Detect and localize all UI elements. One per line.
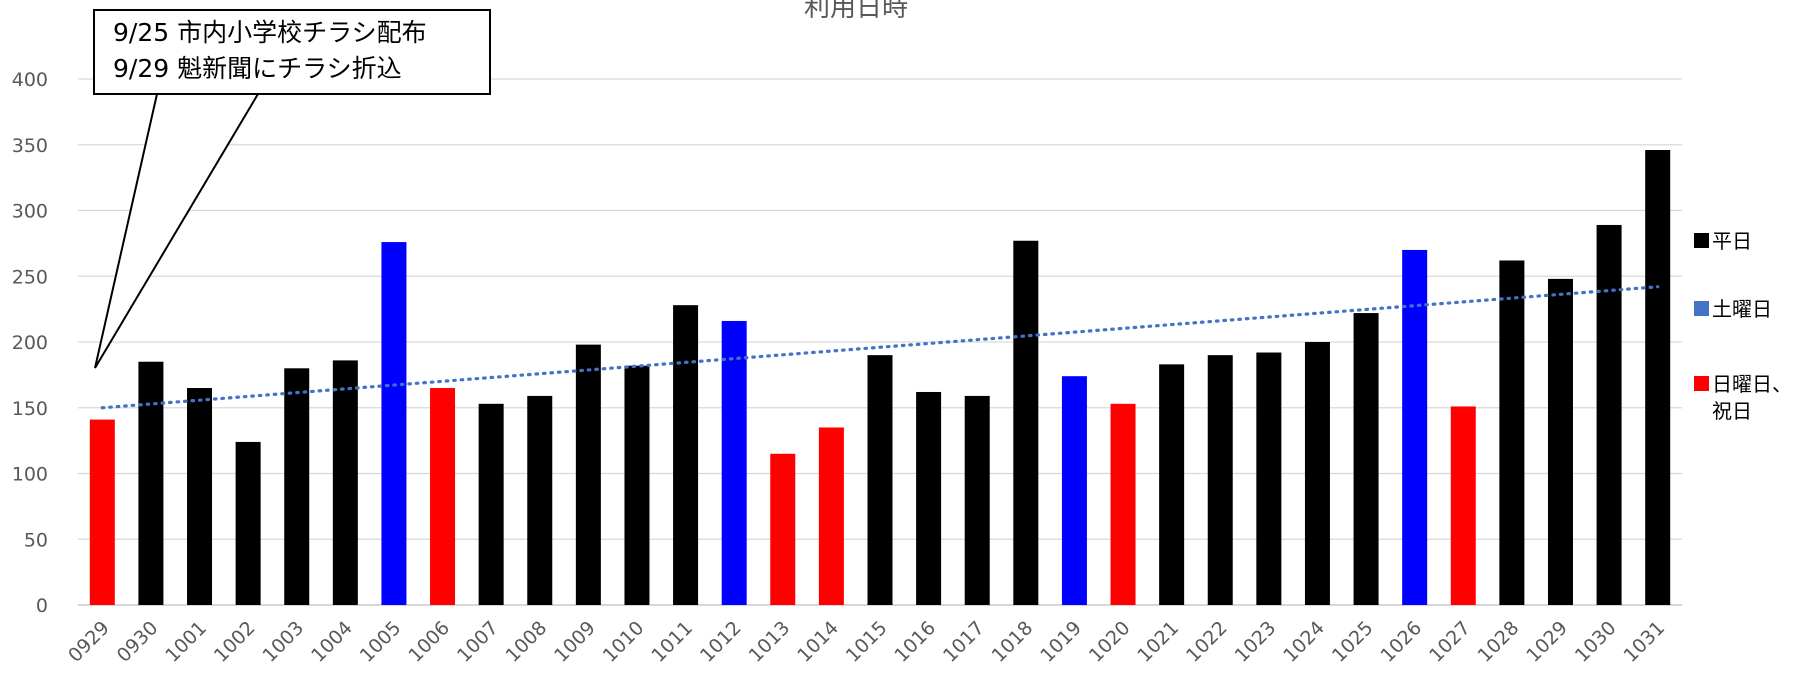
- bar-1019: [1061, 376, 1087, 605]
- annotation-line-1: 9/25 市内小学校チラシ配布: [113, 18, 427, 47]
- trendline-layer: [100, 285, 1660, 410]
- x-tick-label: 1031: [1619, 617, 1669, 667]
- chart-title: 利用日時: [804, 0, 908, 23]
- x-tick-label: 1005: [356, 617, 406, 667]
- bar-1005: [381, 242, 407, 605]
- bar-1021: [1159, 364, 1185, 605]
- annotation-pointer-shape: [94, 93, 260, 369]
- bar-1001: [187, 388, 213, 605]
- trendline: [100, 285, 1660, 410]
- y-tick-label: 200: [12, 332, 48, 354]
- x-tick-label: 0930: [113, 617, 163, 667]
- x-tick-label: 1026: [1376, 617, 1426, 667]
- y-tick-label: 400: [12, 69, 48, 91]
- bar-1003: [284, 368, 310, 605]
- x-tick-label: 1027: [1425, 617, 1475, 667]
- bar-1002: [235, 441, 261, 605]
- legend-swatch-holiday: [1694, 376, 1709, 391]
- x-tick-label: 1004: [307, 617, 357, 667]
- bar-1025: [1353, 313, 1379, 605]
- legend-item-saturday: 土曜日: [1694, 296, 1798, 323]
- x-tick-label: 1002: [210, 617, 260, 667]
- legend-swatch-saturday: [1694, 301, 1709, 316]
- bar-1008: [527, 395, 553, 605]
- bar-1028: [1499, 260, 1525, 605]
- bar-1022: [1207, 355, 1233, 605]
- y-axis-ticks: 0 50 100 150 200 250 300 350 400: [12, 69, 48, 617]
- x-tick-label: 1017: [939, 617, 989, 667]
- bar-1020: [1110, 403, 1136, 605]
- bar-1007: [478, 403, 504, 605]
- legend-item-holiday: 日曜日、祝日: [1694, 371, 1798, 425]
- legend-swatch-weekday: [1694, 233, 1709, 248]
- x-tick-label: 1030: [1571, 617, 1621, 667]
- x-tick-label: 1018: [988, 617, 1038, 667]
- bar-1013: [770, 453, 796, 605]
- y-tick-label: 250: [12, 266, 48, 288]
- bar-0929: [89, 419, 115, 605]
- bar-1012: [721, 320, 747, 605]
- x-axis-ticks: 0929093010011002100310041005100610071008…: [64, 617, 1669, 667]
- x-tick-label: 1016: [890, 617, 940, 667]
- bar-1030: [1596, 224, 1622, 605]
- x-tick-label: 1012: [696, 617, 746, 667]
- bar-0930: [138, 361, 164, 605]
- x-tick-label: 1010: [599, 617, 649, 667]
- x-tick-label: 1001: [161, 617, 211, 667]
- bars-layer: [89, 150, 1671, 605]
- legend-label-saturday: 土曜日: [1712, 297, 1772, 321]
- bar-1010: [624, 365, 650, 605]
- bar-1011: [673, 305, 699, 605]
- x-tick-label: 1024: [1279, 617, 1329, 667]
- x-tick-label: 1029: [1522, 617, 1572, 667]
- y-tick-label: 50: [24, 529, 48, 551]
- y-tick-label: 300: [12, 201, 48, 223]
- x-tick-label: 1013: [745, 617, 795, 667]
- x-tick-label: 1019: [1036, 617, 1086, 667]
- x-tick-label: 1022: [1182, 617, 1232, 667]
- x-tick-label: 1007: [453, 617, 503, 667]
- annotation-pointer: [94, 93, 260, 369]
- y-tick-label: 150: [12, 398, 48, 420]
- bar-1014: [818, 427, 844, 605]
- bar-1017: [964, 395, 990, 605]
- x-tick-label: 0929: [64, 617, 114, 667]
- x-tick-label: 1028: [1474, 617, 1524, 667]
- bar-1016: [916, 391, 942, 605]
- chart-title-layer: 利用日時: [804, 0, 908, 23]
- bar-1023: [1256, 352, 1282, 605]
- bar-1004: [332, 360, 358, 605]
- x-tick-label: 1008: [502, 617, 552, 667]
- y-tick-label: 350: [12, 135, 48, 157]
- bar-1015: [867, 355, 893, 605]
- bar-1031: [1645, 150, 1671, 605]
- x-tick-label: 1009: [550, 617, 600, 667]
- y-tick-label: 0: [36, 595, 48, 617]
- legend-label-holiday: 日曜日、祝日: [1712, 372, 1792, 423]
- x-tick-label: 1011: [647, 617, 697, 667]
- x-tick-label: 1006: [404, 617, 454, 667]
- bar-1029: [1547, 278, 1573, 605]
- x-tick-label: 1003: [259, 617, 309, 667]
- bar-1018: [1013, 240, 1039, 605]
- legend-item-weekday: 平日: [1694, 228, 1798, 255]
- x-tick-label: 1015: [842, 617, 892, 667]
- x-tick-label: 1020: [1085, 617, 1135, 667]
- bar-1026: [1402, 249, 1428, 605]
- x-tick-label: 1025: [1328, 617, 1378, 667]
- y-tick-label: 100: [12, 464, 48, 486]
- bar-1006: [430, 388, 456, 605]
- legend-label-weekday: 平日: [1712, 229, 1752, 253]
- x-tick-label: 1014: [793, 617, 843, 667]
- annotation-line-2: 9/29 魁新聞にチラシ折込: [113, 54, 402, 83]
- annotation-box: 9/25 市内小学校チラシ配布 9/29 魁新聞にチラシ折込: [93, 9, 491, 95]
- bar-1027: [1450, 406, 1476, 605]
- bar-1009: [575, 344, 601, 605]
- x-tick-label: 1021: [1133, 617, 1183, 667]
- x-tick-label: 1023: [1231, 617, 1281, 667]
- bar-1024: [1304, 342, 1330, 605]
